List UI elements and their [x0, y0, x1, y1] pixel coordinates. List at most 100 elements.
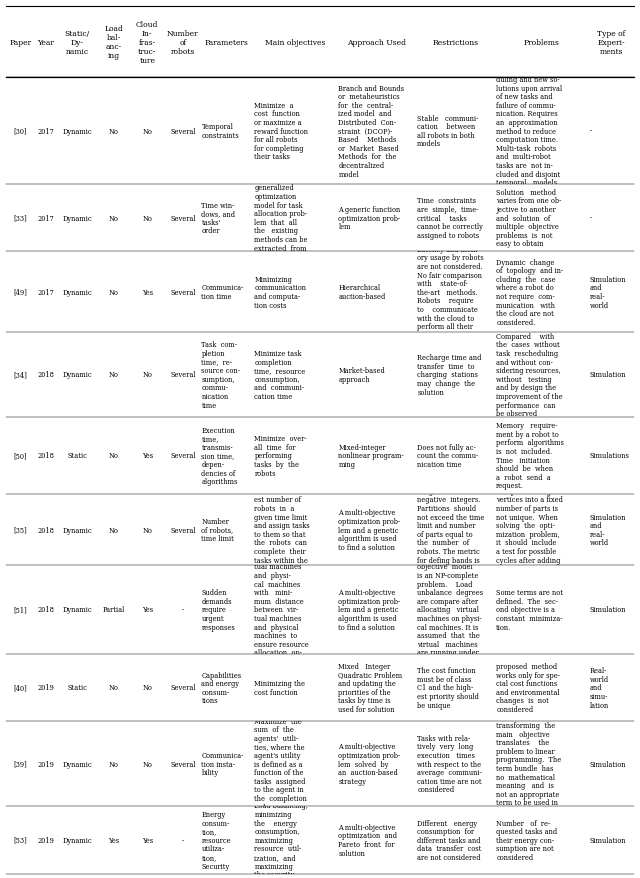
Text: Dynamic: Dynamic [63, 371, 92, 379]
Text: [50]: [50] [13, 452, 27, 460]
Text: Requires resche-
duling and new so-
lutions upon arrival
of new tasks and
failur: Requires resche- duling and new so- luti… [496, 68, 563, 196]
Text: Load balancing,
minimizing
the    energy
consumption,
maximizing
resource  util-: Load balancing, minimizing the energy co… [254, 802, 308, 878]
Text: Yes: Yes [141, 289, 153, 297]
Text: Task  com-
pletion
time,  re-
source con-
sumption,
commu-
nication
time: Task com- pletion time, re- source con- … [202, 341, 241, 409]
Text: Yes: Yes [141, 452, 153, 460]
Text: Yes: Yes [141, 606, 153, 614]
Text: Number
of robots,
time limit: Number of robots, time limit [202, 517, 234, 543]
Text: Several: Several [170, 684, 195, 692]
Text: No: No [142, 684, 152, 692]
Text: Several: Several [170, 371, 195, 379]
Text: 2018: 2018 [37, 452, 54, 460]
Text: weights of are non-
negative  integers.
Partitions  should
not exceed the time
l: weights of are non- negative integers. P… [417, 487, 484, 572]
Text: Minimize  a
cost  function
or maximize a
reward function
for all robots
for comp: Minimize a cost function or maximize a r… [254, 102, 308, 162]
Text: Hierarchical
auction-based: Hierarchical auction-based [339, 284, 385, 301]
Text: Dynamic: Dynamic [63, 127, 92, 135]
Text: The      multi-
objective  model
is an NP-complete
problem.    Load
unbalance  d: The multi- objective model is an NP-comp… [417, 554, 483, 666]
Text: Simulation: Simulation [589, 371, 626, 379]
Text: -: - [589, 127, 592, 135]
Text: [40]: [40] [13, 684, 27, 692]
Text: Minimize  over-
all  time  for
performing
tasks  by  the
robots: Minimize over- all time for performing t… [254, 435, 307, 477]
Text: A generic function
optimization prob-
lem: A generic function optimization prob- le… [339, 205, 401, 231]
Text: 2017: 2017 [37, 289, 54, 297]
Text: Stable   communi-
cation    between
all robots in both
models: Stable communi- cation between all robot… [417, 114, 479, 148]
Text: Compared    with
the  cases  without
task  rescheduling
and without con-
siderin: Compared with the cases without task res… [496, 333, 563, 418]
Text: -: - [182, 836, 184, 844]
Text: No: No [109, 526, 118, 534]
Text: 2018: 2018 [37, 606, 54, 614]
Text: No: No [109, 214, 118, 222]
Text: Restrictions: Restrictions [433, 39, 479, 47]
Text: 2017: 2017 [37, 214, 54, 222]
Text: Several: Several [170, 759, 195, 767]
Text: Time win-
dows, and
tasks'
order: Time win- dows, and tasks' order [202, 201, 236, 235]
Text: No: No [109, 371, 118, 379]
Text: [33]: [33] [13, 214, 27, 222]
Text: Partial: Partial [102, 606, 125, 614]
Text: Capabilities
and energy
consum-
tions: Capabilities and energy consum- tions [202, 671, 241, 704]
Text: Static: Static [67, 452, 87, 460]
Text: Load
bal-
anc-
ing: Load bal- anc- ing [104, 25, 123, 60]
Text: Does not fully ac-
count the commu-
nication time: Does not fully ac- count the commu- nica… [417, 443, 479, 468]
Text: No: No [142, 526, 152, 534]
Text: Some terms are not
defined.  The  sec-
ond objective is a
constant  minimiza-
ti: Some terms are not defined. The sec- ond… [496, 588, 563, 631]
Text: Simulation: Simulation [589, 836, 626, 844]
Text: -: - [589, 214, 592, 222]
Text: 2019: 2019 [37, 836, 54, 844]
Text: Year: Year [37, 39, 54, 47]
Text: No: No [142, 759, 152, 767]
Text: Time  constraints
are  simple,  time-
critical    tasks
cannot be correctly
assi: Time constraints are simple, time- criti… [417, 197, 483, 240]
Text: Dynamic: Dynamic [63, 289, 92, 297]
Text: -: - [182, 606, 184, 614]
Text: 2019: 2019 [37, 684, 54, 692]
Text: A multi-objective
optimization prob-
lem and a genetic
algorithm is used
to find: A multi-objective optimization prob- lem… [339, 588, 401, 631]
Text: Simulation: Simulation [589, 759, 626, 767]
Text: A multi-objective
optimization  and
Pareto  front  for
solution: A multi-objective optimization and Paret… [339, 823, 397, 857]
Text: Parameters: Parameters [205, 39, 249, 47]
Text: [51]: [51] [13, 606, 27, 614]
Text: Dynamic: Dynamic [63, 526, 92, 534]
Text: Communica-
tion time: Communica- tion time [202, 284, 244, 301]
Text: No: No [142, 371, 152, 379]
Text: Different   energy
consumption  for
different tasks and
data  transfer  cost
are: Different energy consumption for differe… [417, 818, 482, 861]
Text: Minimizing
communication
and computa-
tion costs: Minimizing communication and computa- ti… [254, 276, 307, 309]
Text: No: No [142, 127, 152, 135]
Text: Energy
consum-
tion,
resource
utiliza-
tion,
Security: Energy consum- tion, resource utiliza- t… [202, 810, 231, 869]
Text: Dynamic: Dynamic [63, 759, 92, 767]
Text: Dynamic: Dynamic [63, 606, 92, 614]
Text: A multi-objective
optimization prob-
lem and a genetic
algorithm is used
to find: A multi-objective optimization prob- lem… [339, 509, 401, 551]
Text: Type of
Experi-
ments: Type of Experi- ments [597, 30, 625, 55]
Text: Problems: Problems [524, 39, 560, 47]
Text: 2018: 2018 [37, 371, 54, 379]
Text: Number
of
robots: Number of robots [167, 30, 198, 55]
Text: Branch and Bounds
or  metaheuristics
for  the  central-
ized model  and
Distribu: Branch and Bounds or metaheuristics for … [339, 84, 404, 178]
Text: [49]: [49] [13, 289, 27, 297]
Text: Real-
world
and
simu-
lation: Real- world and simu- lation [589, 666, 609, 709]
Text: No: No [109, 684, 118, 692]
Text: Simulation
and
real-
world: Simulation and real- world [589, 276, 626, 309]
Text: Yes: Yes [141, 836, 153, 844]
Text: No: No [109, 127, 118, 135]
Text: Several: Several [170, 214, 195, 222]
Text: The cost function
must be of class
C1 and the high-
est priority should
be uniqu: The cost function must be of class C1 an… [417, 666, 479, 709]
Text: No: No [142, 214, 152, 222]
Text: Logarithmically
transforming  the
main   objective
translates    the
problem to : Logarithmically transforming the main ob… [496, 713, 561, 815]
Text: Tasks with rela-
tively  very  long
execution   times
with respect to the
averag: Tasks with rela- tively very long execut… [417, 734, 482, 794]
Text: A multi-objective
optimization prob-
lem  solved  by
an  auction-based
strategy: A multi-objective optimization prob- lem… [339, 743, 401, 785]
Text: Several: Several [170, 127, 195, 135]
Text: [53]: [53] [13, 836, 27, 844]
Text: Number   of  re-
quested tasks and
their energy con-
sumption are not
considered: Number of re- quested tasks and their en… [496, 818, 557, 861]
Text: proposed  method
works only for spe-
cial cost functions
and environmental
chang: proposed method works only for spe- cial… [496, 662, 560, 713]
Text: Simulations: Simulations [589, 452, 630, 460]
Text: Cloud
In-
fras-
truc-
ture: Cloud In- fras- truc- ture [136, 21, 159, 64]
Text: The partitioning of
vertices into a fixed
number of parts is
not unique.  When
s: The partitioning of vertices into a fixe… [496, 487, 563, 572]
Text: Several: Several [170, 289, 195, 297]
Text: Sudden
demands
require
urgent
responses: Sudden demands require urgent responses [202, 588, 236, 631]
Text: 2017: 2017 [37, 127, 54, 135]
Text: No: No [109, 759, 118, 767]
Text: 2018: 2018 [37, 526, 54, 534]
Text: [39]: [39] [13, 759, 27, 767]
Text: Dynamic  change
of  topology  and in-
cluding  the  case
where a robot do
not re: Dynamic change of topology and in- cludi… [496, 258, 563, 327]
Text: Minimize task
completion
time,  resource
consumption,
and  communi-
cation time: Minimize task completion time, resource … [254, 349, 305, 400]
Text: Recharge time and
transfer  time  to
charging  stations
may  change  the
solutio: Recharge time and transfer time to charg… [417, 354, 482, 396]
